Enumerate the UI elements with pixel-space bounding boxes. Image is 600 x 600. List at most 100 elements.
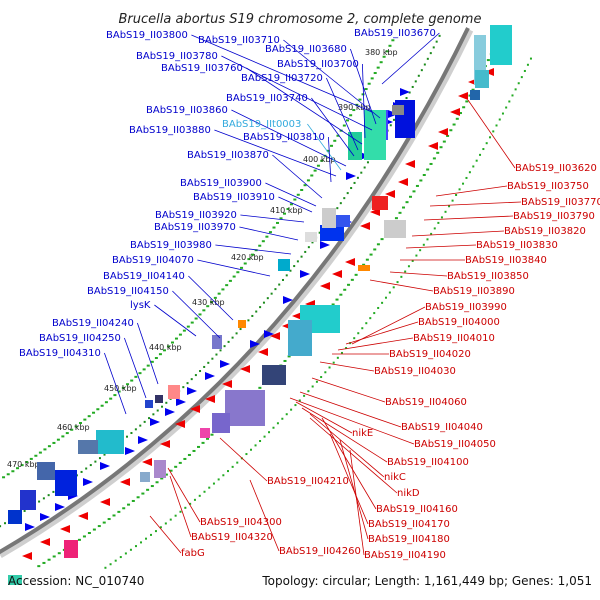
tick-dot bbox=[411, 259, 414, 262]
tick-dot bbox=[340, 351, 343, 354]
gene-label-forward[interactable]: BAbS19_II04250 bbox=[39, 333, 121, 344]
tick-dot bbox=[272, 226, 276, 229]
gene-label-forward[interactable]: BAbS19_II04150 bbox=[87, 286, 169, 297]
gene-label-reverse[interactable]: BAbS19_II03750 bbox=[507, 181, 589, 192]
tick-dot bbox=[417, 74, 420, 77]
leader-layer bbox=[104, 32, 522, 556]
gene-label-forward[interactable]: BAbS19_II03800 bbox=[106, 30, 188, 41]
gene-label-reverse[interactable]: BAbS19_II04060 bbox=[385, 397, 467, 408]
gene-label-reverse[interactable]: BAbS19_II03820 bbox=[504, 226, 586, 237]
gene-label-forward[interactable]: BAbS19_II03680 bbox=[265, 44, 347, 55]
gene-label-reverse[interactable]: BAbS19_II04050 bbox=[414, 439, 496, 450]
gene-label-reverse[interactable]: BAbS19_II04040 bbox=[401, 422, 483, 433]
gene-label-forward[interactable]: BAbS19_II03980 bbox=[130, 240, 212, 251]
tick-dot bbox=[311, 241, 314, 244]
leader-line-reverse bbox=[337, 337, 414, 351]
gene-label-forward[interactable]: BAbS19_II03810 bbox=[243, 132, 325, 143]
gene-label-reverse[interactable]: BAbS19_II04020 bbox=[389, 349, 471, 360]
gene-label-forward[interactable]: BAbS19_II03920 bbox=[155, 210, 237, 221]
gene-label-forward[interactable]: BAbS19_II03710 bbox=[198, 35, 280, 46]
gene-label-forward[interactable]: BAbS19_II03760 bbox=[161, 63, 243, 74]
forward-gene-arrow bbox=[165, 408, 175, 416]
tick-dot bbox=[353, 337, 356, 340]
gene-label-reverse[interactable]: BAbS19_II04190 bbox=[364, 550, 446, 561]
tick-dot bbox=[117, 390, 121, 393]
gene-label-reverse[interactable]: BAbS19_II04160 bbox=[376, 504, 458, 515]
gene-label-reverse[interactable]: BAbS19_II04300 bbox=[200, 517, 282, 528]
gene-label-forward[interactable]: BAbS19_II03870 bbox=[187, 150, 269, 161]
gene-label-reverse[interactable]: BAbS19_II03990 bbox=[425, 302, 507, 313]
gene-label-forward[interactable]: BAbS19_II04140 bbox=[103, 271, 185, 282]
tick-dot bbox=[429, 52, 432, 55]
gene-label-reverse[interactable]: BAbS19_II04030 bbox=[374, 366, 456, 377]
tick-dot bbox=[227, 470, 230, 473]
tick-dot bbox=[38, 451, 42, 454]
gene-label-forward[interactable]: BAbS19_II03670 bbox=[354, 28, 436, 39]
tick-dot bbox=[385, 50, 389, 53]
reverse-gene-block bbox=[225, 390, 265, 426]
gene-label-forward[interactable]: BAbS19_II03740 bbox=[226, 93, 308, 104]
gene-label-reverse[interactable]: nikC bbox=[384, 472, 406, 483]
leader-line-reverse bbox=[369, 279, 434, 292]
gene-label-forward[interactable]: BAbS19_II03860 bbox=[146, 105, 228, 116]
gene-label-forward[interactable]: BAbS19_II03910 bbox=[193, 192, 275, 203]
tick-dot bbox=[370, 77, 374, 80]
forward-gene-block bbox=[96, 430, 124, 454]
tick-dot bbox=[96, 408, 100, 411]
gene-label-forward[interactable]: lysK bbox=[130, 300, 151, 311]
gene-label-forward[interactable]: BAbS19_II03780 bbox=[136, 51, 218, 62]
gene-label-forward[interactable]: BAbS19_II03900 bbox=[180, 178, 262, 189]
gene-label-reverse[interactable]: BAbS19_II04320 bbox=[191, 532, 273, 543]
gene-label-forward[interactable]: BAbS19_II04310 bbox=[19, 348, 101, 359]
tick-dot bbox=[25, 461, 29, 464]
tick-dot bbox=[514, 88, 517, 91]
gene-label-reverse[interactable]: BAbS19_II03770 bbox=[521, 197, 600, 208]
reverse-gene-arrow bbox=[360, 222, 370, 230]
gene-label-reverse[interactable]: BAbS19_II04010 bbox=[413, 333, 495, 344]
gene-label-reverse[interactable]: BAbS19_II04210 bbox=[267, 476, 349, 487]
scale-tick-label: 380 kbp bbox=[365, 48, 398, 57]
gene-label-forward[interactable]: BAbS19_IIt0003 bbox=[222, 119, 301, 130]
tick-dot bbox=[289, 269, 292, 272]
forward-gene-arrow bbox=[55, 503, 65, 511]
reverse-gene-arrow bbox=[160, 440, 170, 448]
tick-dot bbox=[279, 217, 283, 220]
gene-label-reverse[interactable]: BAbS19_II03790 bbox=[513, 211, 595, 222]
gene-label-forward[interactable]: BAbS19_II04240 bbox=[52, 318, 134, 329]
gene-label-reverse[interactable]: BAbS19_II04170 bbox=[368, 519, 450, 530]
tick-dot bbox=[112, 514, 116, 517]
gene-label-forward[interactable]: BAbS19_II03720 bbox=[241, 73, 323, 84]
gene-label-reverse[interactable]: BAbS19_II03830 bbox=[476, 240, 558, 251]
gene-label-reverse[interactable]: BAbS19_II04260 bbox=[279, 546, 361, 557]
leader-line-reverse bbox=[149, 515, 182, 554]
forward-gene-arrow bbox=[176, 398, 186, 406]
gene-label-forward[interactable]: BAbS19_II04070 bbox=[112, 255, 194, 266]
gene-label-forward[interactable]: BAbS19_II03700 bbox=[277, 59, 359, 70]
gene-label-reverse[interactable]: BAbS19_II04100 bbox=[387, 457, 469, 468]
gene-label-reverse[interactable]: BAbS19_II03890 bbox=[433, 286, 515, 297]
gene-label-forward[interactable]: BAbS19_II03880 bbox=[129, 125, 211, 136]
forward-gene-block bbox=[37, 462, 55, 480]
tick-dot bbox=[339, 293, 343, 296]
gene-label-reverse[interactable]: BAbS19_II04000 bbox=[418, 317, 500, 328]
gene-label-reverse[interactable]: nikD bbox=[397, 488, 420, 499]
tick-dot bbox=[268, 231, 272, 234]
gene-label-reverse[interactable]: BAbS19_II03620 bbox=[515, 163, 597, 174]
tick-dot bbox=[47, 445, 51, 448]
gene-label-forward[interactable]: BAbS19_II03970 bbox=[154, 222, 236, 233]
tick-dot bbox=[336, 356, 339, 359]
tick-dot bbox=[422, 243, 425, 246]
leader-line-reverse bbox=[301, 407, 388, 463]
tick-dot bbox=[109, 397, 113, 400]
tick-dot bbox=[113, 394, 117, 397]
tick-dot bbox=[82, 535, 86, 538]
forward-gene-block bbox=[322, 208, 336, 228]
gene-label-reverse[interactable]: nikE bbox=[352, 428, 373, 439]
leader-line-forward bbox=[104, 352, 127, 415]
label-layer: BAbS19_II03670 BAbS19_II03800 BAbS19_II037… bbox=[19, 28, 600, 561]
gene-label-reverse[interactable]: BAbS19_II04180 bbox=[368, 534, 450, 545]
tick-dot bbox=[249, 448, 252, 451]
gene-label-reverse[interactable]: BAbS19_II03850 bbox=[447, 271, 529, 282]
gene-label-reverse[interactable]: BAbS19_II03840 bbox=[465, 255, 547, 266]
gene-label-reverse[interactable]: fabG bbox=[181, 548, 205, 559]
